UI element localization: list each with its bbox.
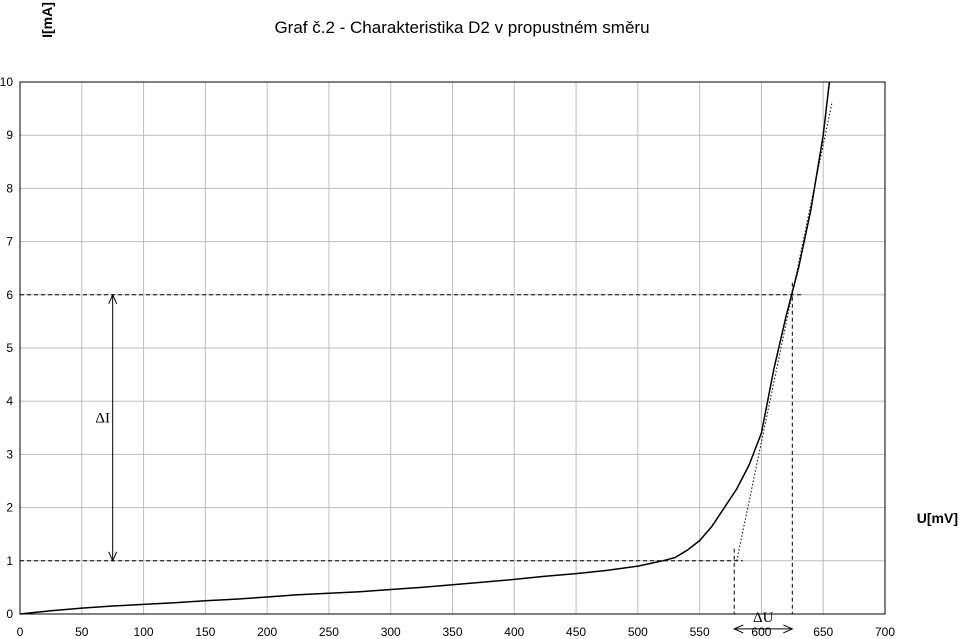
plot-frame [19,81,886,615]
y-tick-labels: 0 1 2 3 4 5 6 7 8 9 10 [0,75,13,621]
y-tick-label: 3 [6,447,13,461]
x-tick-label: 450 [566,625,586,639]
y-axis-label: I[mA] [39,2,55,38]
x-tick-label: 550 [690,625,710,639]
y-tick-label: 5 [6,341,13,355]
x-tick-label: 200 [257,625,277,639]
series [19,81,831,615]
x-tick-label: 100 [134,625,154,639]
delta-u-arrowhead-left [733,624,744,634]
x-tick-label: 700 [875,625,895,639]
delta-i-arrowhead-bottom [108,551,118,563]
delta-i-label: ΔI [95,410,110,426]
delta-u-arrowhead-right [783,624,794,634]
grid [20,82,885,614]
x-tick-label: 0 [17,625,24,639]
x-tick-label: 150 [195,625,215,639]
x-tick-label: 250 [319,625,339,639]
x-tick-label: 400 [504,625,524,639]
delta-u-label: ΔU [753,610,774,626]
x-tick-label: 350 [442,625,462,639]
x-tick-labels: 0 50 100 150 200 250 300 350 400 450 500 550 600 650 7… [17,625,896,639]
y-tick-label: 7 [6,235,13,249]
x-tick-label: 650 [813,625,833,639]
x-tick-label: 600 [751,625,771,639]
x-axis-label: U[mV] [917,510,958,526]
x-tick-label: 300 [381,625,401,639]
series-line [19,81,831,615]
x-tick-label: 500 [628,625,648,639]
y-tick-label: 2 [6,501,13,515]
y-tick-label: 8 [6,181,13,195]
y-tick-label: 6 [6,288,13,302]
delta-i-arrowhead-top [108,293,118,305]
y-tick-label: 10 [0,75,13,89]
y-tick-label: 0 [6,607,13,621]
x-tick-label: 50 [75,625,89,639]
y-tick-label: 1 [6,554,13,568]
chart-title: Graf č.2 - Charakteristika D2 v propustn… [274,18,649,37]
y-tick-label: 4 [6,394,13,408]
y-tick-label: 9 [6,128,13,142]
